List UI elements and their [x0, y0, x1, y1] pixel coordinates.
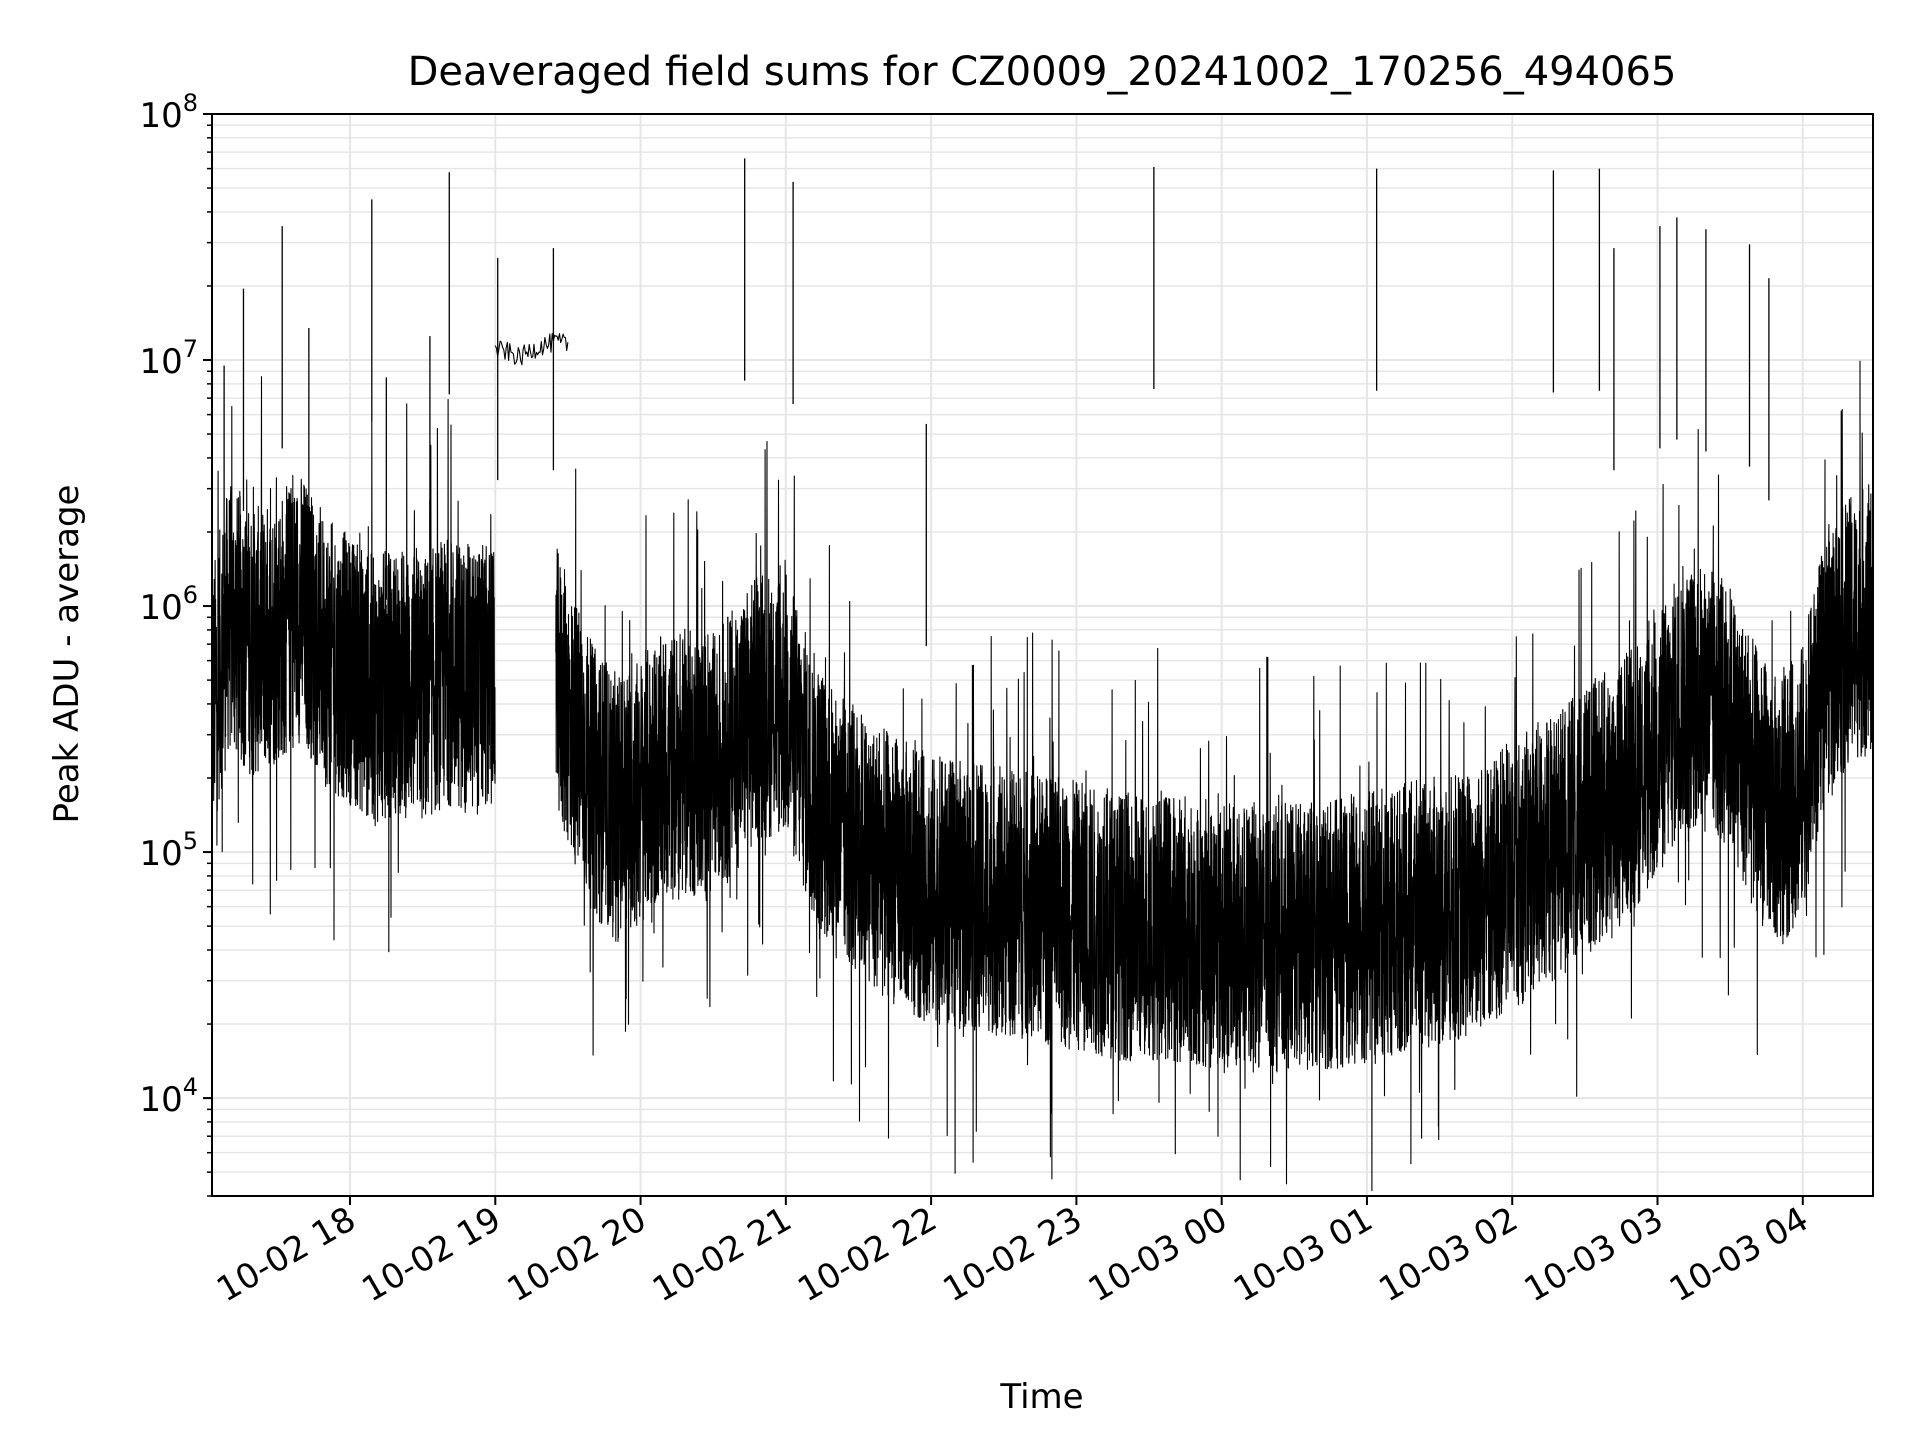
y-tick-label: 105: [139, 827, 198, 874]
plot-frame: [211, 113, 1874, 1197]
series-line-smooth: [494, 333, 569, 366]
y-tick-label: 108: [139, 89, 198, 136]
chart-title: Deaveraged field sums for CZ0009_2024100…: [408, 49, 1677, 95]
y-axis-label: Peak ADU - average: [47, 485, 87, 824]
series-line-noisy: [211, 376, 496, 953]
series-layer: [211, 158, 1874, 1192]
x-axis-label: Time: [999, 1377, 1083, 1417]
plot-area: [211, 158, 1874, 1192]
y-tick-label: 107: [139, 335, 198, 382]
y-tick-label: 104: [139, 1073, 198, 1120]
y-tick-label: 106: [139, 581, 198, 628]
series-line-noisy: [555, 360, 1874, 1192]
y-axis: 104 105 106 107 108: [139, 89, 212, 1197]
